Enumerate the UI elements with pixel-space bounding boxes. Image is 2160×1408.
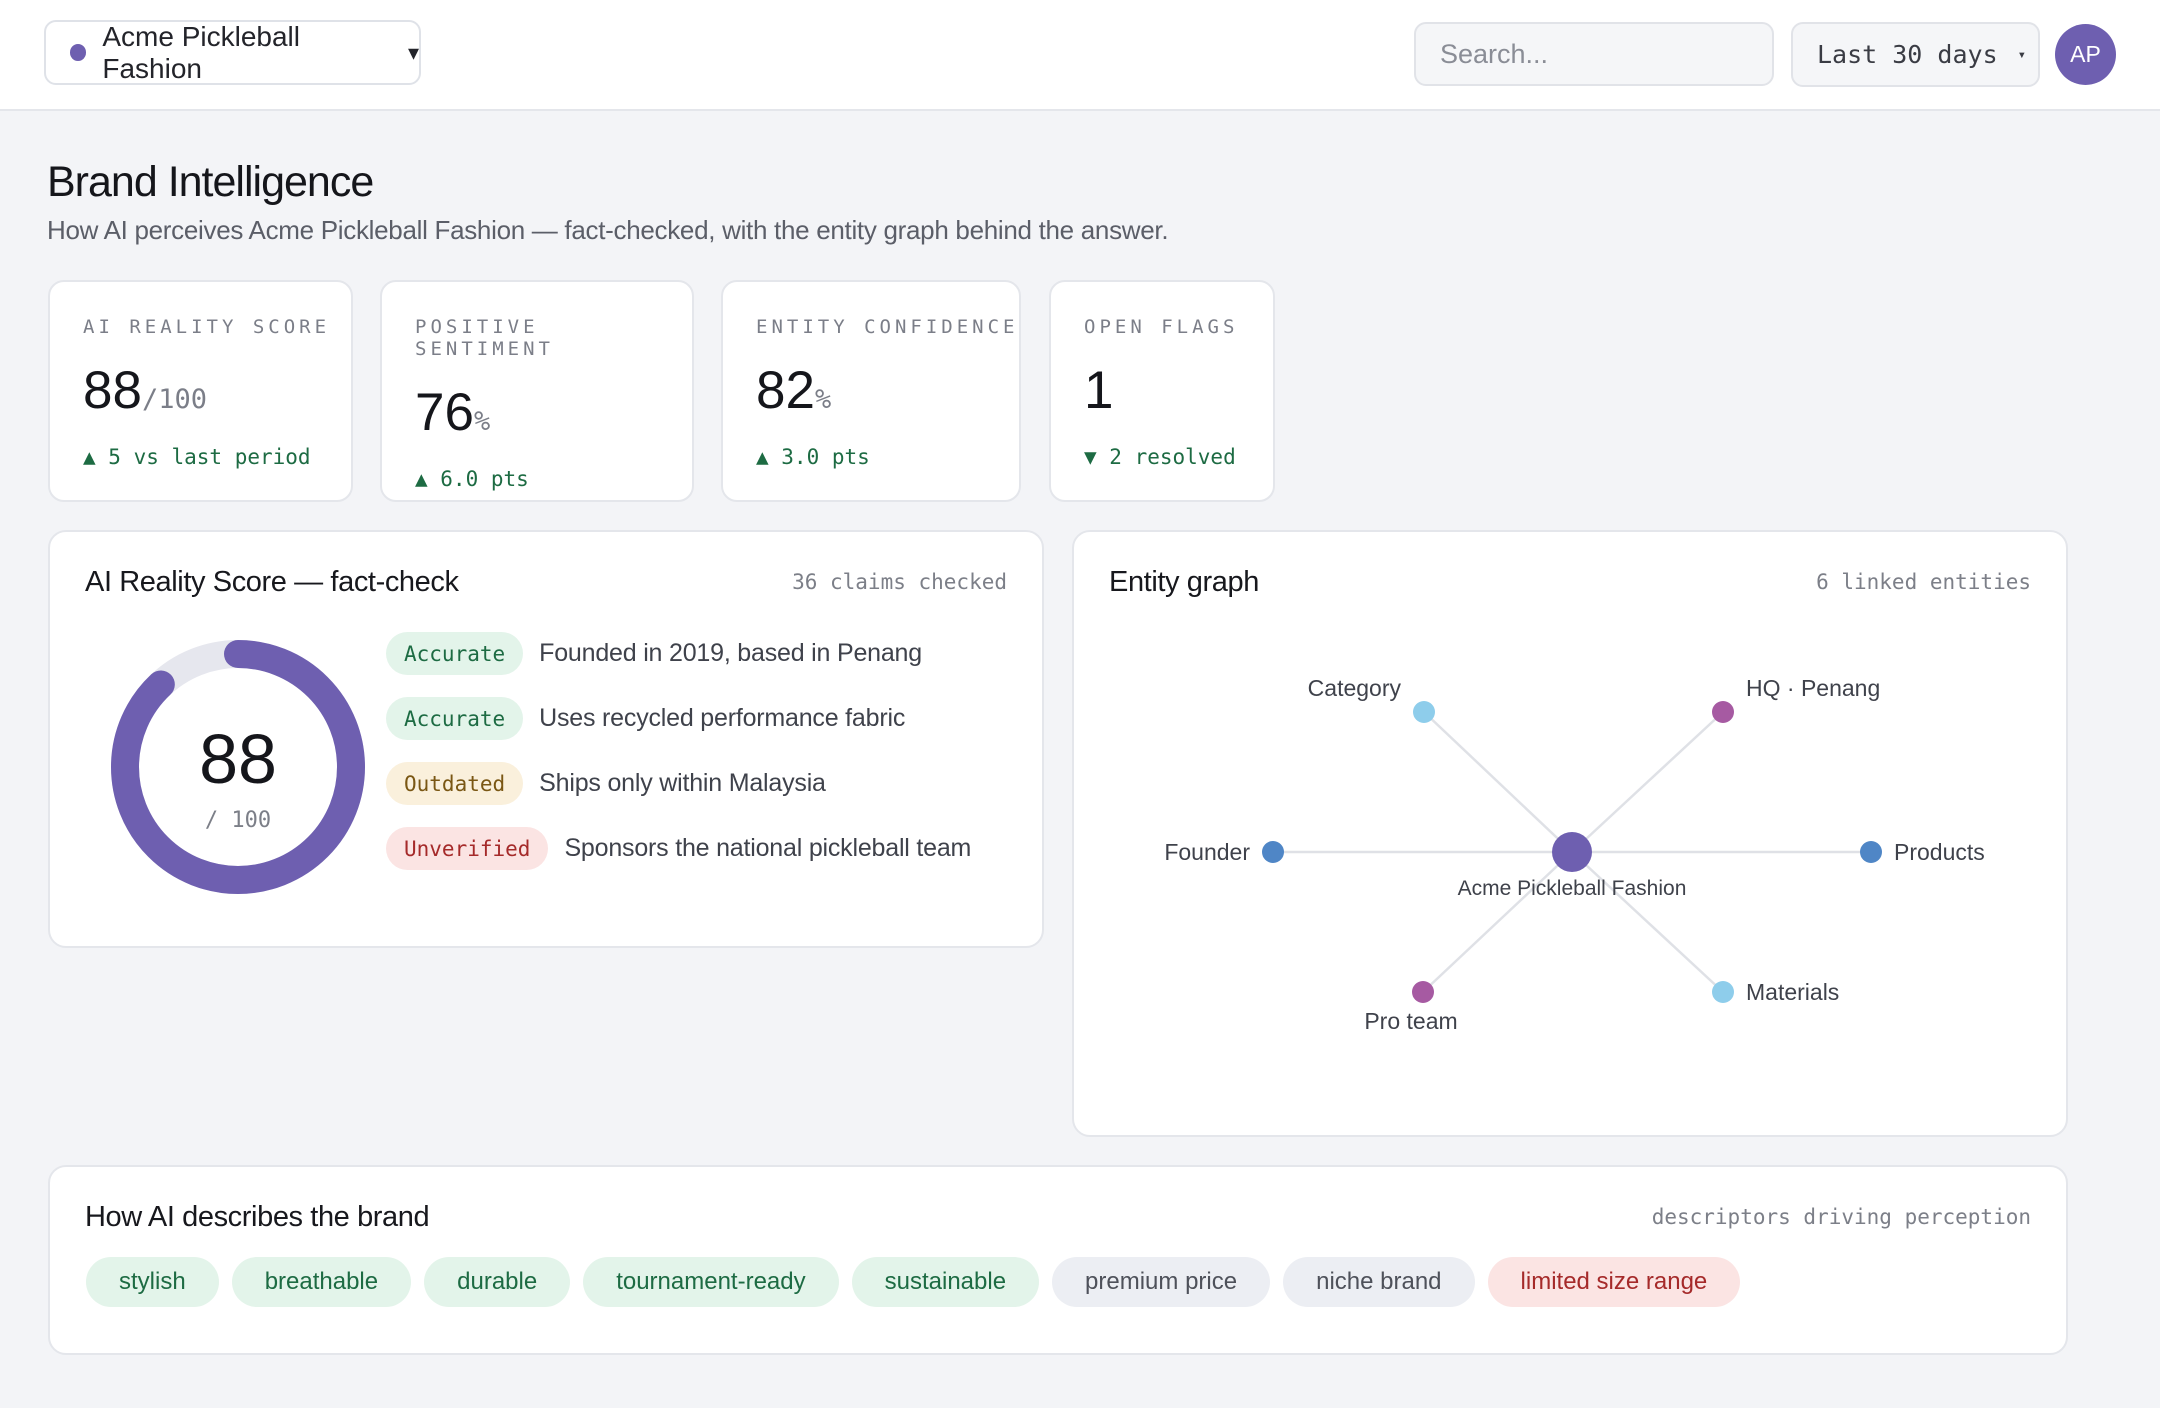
graph-node-label: Products [1894, 839, 1985, 865]
claim-text: Founded in 2019, based in Penang [539, 639, 922, 667]
graph-node-category[interactable] [1413, 701, 1435, 723]
kpi-label: ENTITY CONFIDENCE [756, 316, 1019, 338]
entity-graph-panel: Entity graph 6 linked entities Category … [1072, 530, 2068, 1137]
graph-edge [1423, 711, 1573, 853]
gauge-score: 88 [199, 720, 277, 798]
chevron-down-icon: ▾ [2017, 46, 2027, 63]
claim-row: Outdated Ships only within Malaysia [386, 762, 826, 805]
descriptor-tag: niche brand [1283, 1257, 1475, 1307]
descriptor-tag: sustainable [851, 1257, 1040, 1307]
kpi-delta: ▼ 2 resolved [1084, 445, 1236, 469]
descriptor-tag: breathable [231, 1257, 412, 1307]
kpi-value: 88/100 [83, 364, 351, 417]
kpi-unit: /100 [141, 384, 207, 415]
avatar[interactable]: AP [2055, 24, 2116, 85]
graph-node-label: Category [1308, 675, 1402, 701]
gauge-max: / 100 [205, 808, 271, 833]
descriptor-tag: tournament-ready [583, 1257, 839, 1307]
panel-title: How AI describes the brand [85, 1201, 430, 1233]
entity-graph: Category HQ · Penang Founder Products Pr… [1164, 675, 1985, 1034]
kpi-label: OPEN FLAGS [1084, 316, 1239, 338]
claims-count: 36 claims checked [792, 570, 1007, 594]
descriptor-tag: premium price [1052, 1257, 1271, 1307]
graph-node-materials[interactable] [1712, 981, 1734, 1003]
kpi-label: AI REALITY SCORE [83, 316, 331, 338]
status-badge: Accurate [386, 697, 524, 740]
date-range-label: Last 30 days [1817, 40, 1998, 69]
date-range-selector[interactable]: Last 30 days ▾ [1791, 22, 2040, 87]
claim-row: Accurate Founded in 2019, based in Penan… [386, 632, 922, 675]
claim-text: Uses recycled performance fabric [539, 704, 906, 732]
graph-node-label: Pro team [1364, 1008, 1457, 1034]
graph-node-pro-team[interactable] [1412, 981, 1434, 1003]
descriptor-tag: limited size range [1487, 1257, 1741, 1307]
kpi-card-positive-sentiment: POSITIVE SENTIMENT 76% ▲ 6.0 pts [380, 280, 694, 502]
gauge-arc [111, 640, 365, 894]
kpi-number: 82 [756, 361, 815, 420]
factcheck-panel: AI Reality Score — fact-check 36 claims … [48, 530, 1044, 948]
kpi-unit: % [473, 406, 491, 437]
descriptor-tag: durable [424, 1257, 571, 1307]
brand-status-dot-icon [70, 44, 87, 61]
graph-node-hq[interactable] [1712, 701, 1734, 723]
kpi-number: 1 [1084, 361, 1114, 420]
brand-selector[interactable]: Acme Pickleball Fashion ▾ [44, 20, 421, 85]
graph-node-label: Materials [1746, 979, 1839, 1005]
page-title: Brand Intelligence [47, 158, 374, 206]
kpi-unit: % [814, 384, 832, 415]
kpi-delta: ▲ 5 vs last period [83, 445, 311, 469]
graph-node-center[interactable] [1552, 832, 1592, 872]
brand-selector-label: Acme Pickleball Fashion [102, 20, 300, 84]
descriptors-panel: How AI describes the brand descriptors d… [48, 1165, 2068, 1355]
chevron-down-icon: ▾ [407, 39, 419, 65]
search-input[interactable] [1414, 22, 1774, 86]
descriptor-tags: stylish breathable durable tournament-re… [86, 1257, 1741, 1307]
page-subtitle: How AI perceives Acme Pickleball Fashion… [47, 215, 1169, 245]
descriptors-meta: descriptors driving perception [1651, 1205, 2031, 1229]
graph-node-label: Founder [1164, 839, 1250, 865]
panel-title: AI Reality Score — fact-check [85, 566, 459, 598]
kpi-value: 76% [415, 386, 692, 439]
kpi-label: POSITIVE SENTIMENT [415, 316, 554, 360]
graph-edge [1422, 851, 1573, 993]
descriptor-tag: stylish [86, 1257, 219, 1307]
graph-edge [1571, 851, 1724, 993]
kpi-number: 88 [83, 361, 142, 420]
status-badge: Accurate [386, 632, 524, 675]
claim-text: Ships only within Malaysia [539, 769, 826, 797]
kpi-card-open-flags: OPEN FLAGS 1 ▼ 2 resolved [1049, 280, 1275, 502]
claim-row: Unverified Sponsors the national pickleb… [386, 827, 971, 870]
kpi-delta: ▲ 6.0 pts [415, 467, 529, 491]
top-bar: Acme Pickleball Fashion ▾ Last 30 days ▾… [0, 0, 2160, 111]
graph-node-products[interactable] [1860, 841, 1882, 863]
panel-title: Entity graph [1109, 566, 1259, 598]
kpi-number: 76 [415, 383, 474, 442]
graph-center-label: Acme Pickleball Fashion [1458, 877, 1687, 900]
kpi-value: 1 [1084, 364, 1273, 417]
claim-text: Sponsors the national pickleball team [564, 834, 972, 862]
claim-row: Accurate Uses recycled performance fabri… [386, 697, 905, 740]
graph-node-label: HQ · Penang [1746, 675, 1880, 701]
kpi-delta: ▲ 3.0 pts [756, 445, 870, 469]
graph-edge [1571, 711, 1724, 853]
kpi-value: 82% [756, 364, 1019, 417]
status-badge: Outdated [386, 762, 524, 805]
linked-entities-count: 6 linked entities [1816, 570, 2031, 594]
status-badge: Unverified [386, 827, 549, 870]
kpi-card-entity-confidence: ENTITY CONFIDENCE 82% ▲ 3.0 pts [721, 280, 1021, 502]
score-gauge: 88 / 100 [111, 640, 365, 894]
graph-node-founder[interactable] [1262, 841, 1284, 863]
kpi-card-reality-score: AI REALITY SCORE 88/100 ▲ 5 vs last peri… [48, 280, 353, 502]
